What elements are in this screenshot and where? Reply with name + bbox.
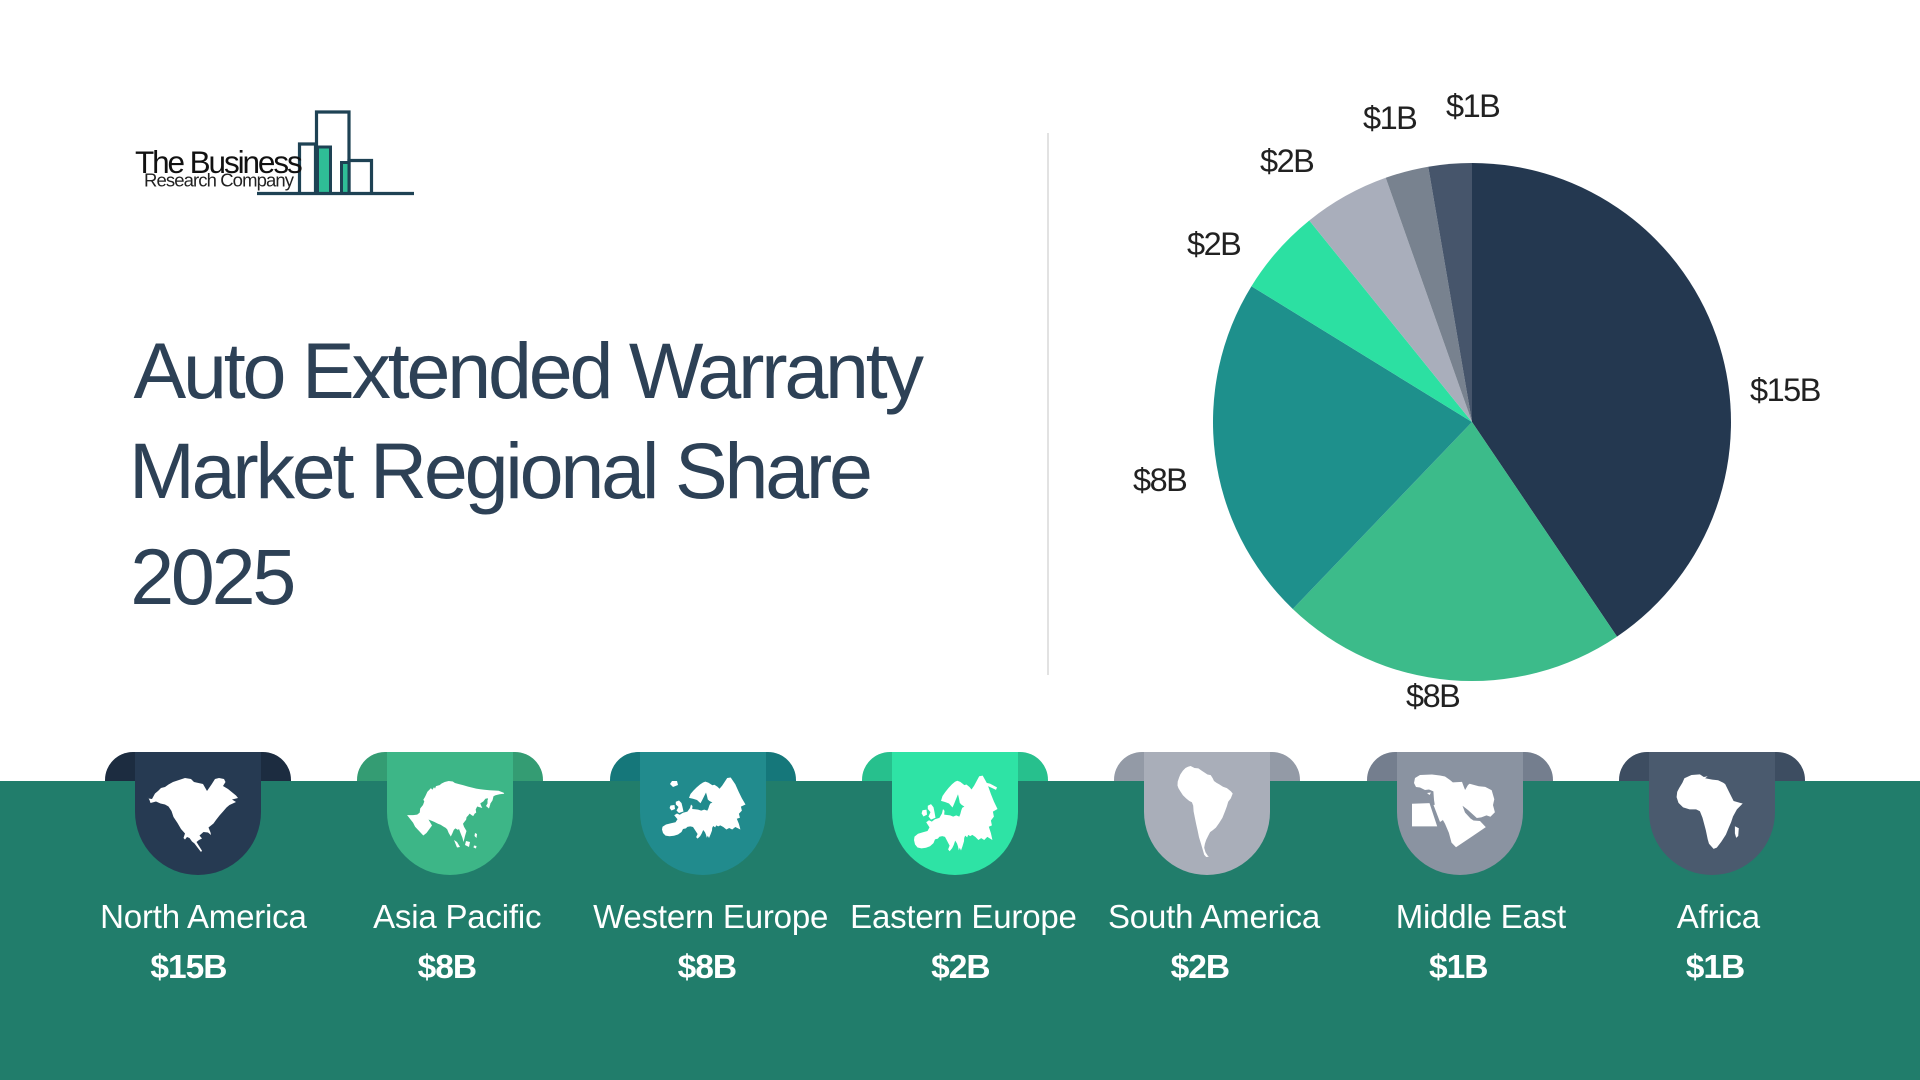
svg-text:The Business: The Business — [135, 144, 302, 180]
svg-text:Research Company: Research Company — [144, 170, 295, 191]
